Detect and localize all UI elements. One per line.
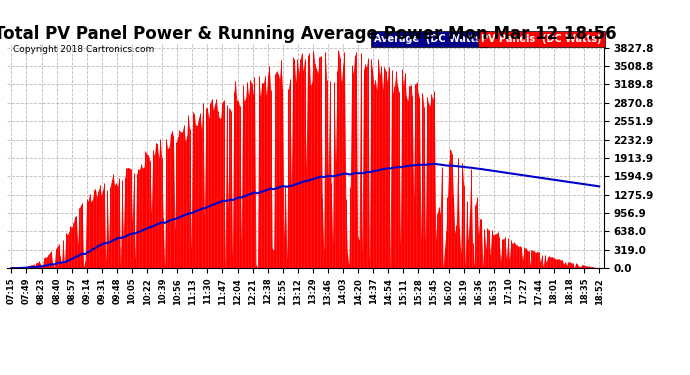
Text: Average  (DC Watts): Average (DC Watts) — [374, 34, 485, 44]
Text: PV Panels  (DC Watts): PV Panels (DC Watts) — [482, 34, 602, 44]
Title: Total PV Panel Power & Running Average Power Mon Mar 12 18:56: Total PV Panel Power & Running Average P… — [0, 25, 617, 43]
Text: Copyright 2018 Cartronics.com: Copyright 2018 Cartronics.com — [13, 45, 154, 54]
